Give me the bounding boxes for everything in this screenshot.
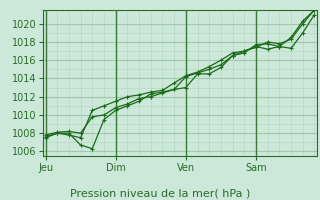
Text: Pression niveau de la mer( hPa ): Pression niveau de la mer( hPa ) [70,188,250,198]
